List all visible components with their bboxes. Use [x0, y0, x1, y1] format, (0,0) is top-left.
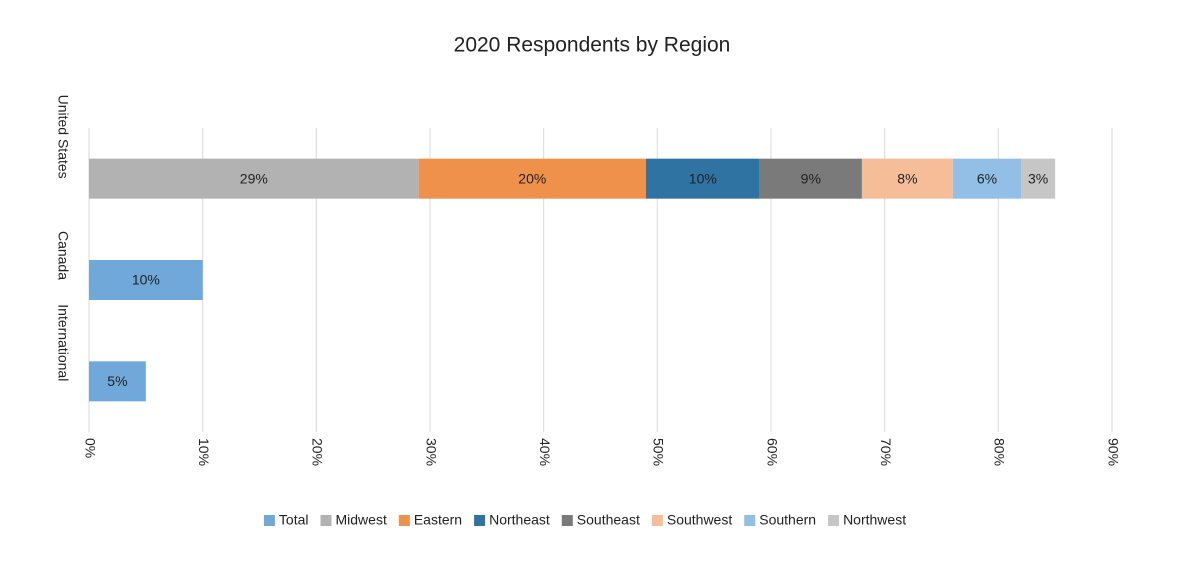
x-tick-label: 10%: [196, 438, 212, 466]
data-label: 5%: [107, 373, 127, 389]
y-tick-label: Canada: [55, 231, 71, 280]
data-label: 3%: [1028, 170, 1048, 186]
legend-swatch: [398, 515, 410, 526]
bar-segment: [89, 260, 203, 300]
data-label: 9%: [801, 170, 821, 186]
x-tick-label: 70%: [878, 438, 894, 466]
legend-swatch: [474, 515, 486, 526]
x-tick-label: 50%: [651, 438, 667, 466]
legend-label: Northeast: [489, 512, 550, 528]
x-tick-label: 90%: [1105, 438, 1121, 466]
data-label: 10%: [132, 272, 160, 288]
legend-label: Eastern: [414, 512, 462, 528]
legend-item: Northwest: [828, 512, 906, 528]
data-label: 8%: [897, 170, 917, 186]
legend-swatch: [651, 515, 663, 526]
x-tick-label: 30%: [423, 438, 439, 466]
chart-title: 2020 Respondents by Region: [454, 34, 731, 57]
y-tick-label: International: [55, 304, 71, 381]
legend-swatch: [744, 515, 756, 526]
legend-item: Total: [263, 512, 309, 528]
bar-segment: [418, 158, 646, 199]
legend-swatch: [561, 515, 573, 526]
bar-segment: [645, 158, 760, 199]
y-tick-label: United States: [55, 95, 71, 179]
x-tick-label: 40%: [537, 438, 553, 466]
bar-segment: [1021, 158, 1056, 199]
x-tick-label: 20%: [310, 438, 326, 466]
data-label: 29%: [240, 170, 268, 186]
legend-label: Southeast: [577, 512, 640, 528]
legend-swatch: [263, 515, 275, 526]
data-label: 6%: [977, 170, 997, 186]
legend-item: Southern: [744, 512, 816, 528]
x-tick-label: 60%: [764, 438, 780, 466]
legend-swatch: [828, 515, 840, 526]
data-label: 20%: [518, 170, 546, 186]
legend-item: Southeast: [561, 512, 640, 528]
bar-segment: [89, 361, 146, 402]
legend-swatch: [320, 515, 332, 526]
legend-item: Southwest: [651, 512, 732, 528]
legend-label: Midwest: [335, 512, 386, 528]
legend-label: Southwest: [667, 512, 732, 528]
bar-segment: [861, 158, 953, 199]
legend-label: Southern: [759, 512, 816, 528]
bar-segment: [952, 158, 1022, 199]
legend-label: Northwest: [843, 512, 906, 528]
x-tick-label: 0%: [82, 438, 98, 458]
x-tick-label: 80%: [992, 438, 1008, 466]
legend-item: Eastern: [398, 512, 462, 528]
data-label: 10%: [689, 170, 717, 186]
legend-item: Northeast: [474, 512, 550, 528]
legend-label: Total: [279, 512, 309, 528]
bar-segment: [89, 158, 419, 199]
legend-item: Midwest: [320, 512, 387, 528]
bar-segment: [759, 158, 862, 199]
